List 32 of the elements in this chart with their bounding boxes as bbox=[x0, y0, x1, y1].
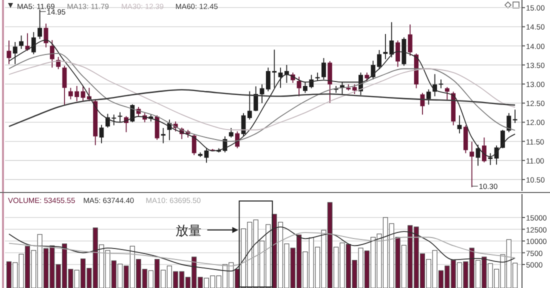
candlestick bbox=[512, 109, 518, 124]
candlestick bbox=[260, 84, 264, 104]
candlestick bbox=[296, 76, 302, 97]
candlestick bbox=[50, 40, 54, 68]
candlestick bbox=[328, 60, 332, 104]
candlestick bbox=[463, 124, 468, 154]
line-series bbox=[8, 226, 516, 272]
candlestick bbox=[470, 141, 474, 188]
line-series bbox=[8, 53, 516, 142]
candlestick bbox=[322, 58, 326, 80]
candlestick bbox=[506, 112, 512, 133]
candlestick bbox=[247, 90, 252, 120]
line-series bbox=[8, 89, 516, 128]
candlestick bbox=[396, 40, 400, 68]
line-series bbox=[8, 60, 516, 130]
candlestick bbox=[80, 86, 86, 102]
candlestick bbox=[444, 86, 450, 100]
candlestick bbox=[19, 35, 24, 50]
candlestick bbox=[118, 112, 122, 123]
candlestick bbox=[154, 114, 160, 140]
candlestick bbox=[426, 88, 431, 106]
candlestick bbox=[6, 40, 12, 65]
candlestick bbox=[38, 9, 42, 40]
candlestick bbox=[62, 65, 67, 106]
candlestick bbox=[192, 134, 196, 156]
candlestick bbox=[99, 124, 104, 144]
candlestick bbox=[228, 128, 234, 138]
annotation: 放量 bbox=[175, 224, 202, 239]
candlestick bbox=[408, 24, 412, 56]
candlestick bbox=[161, 128, 166, 144]
candlestick bbox=[352, 84, 357, 94]
candlestick bbox=[482, 137, 486, 163]
